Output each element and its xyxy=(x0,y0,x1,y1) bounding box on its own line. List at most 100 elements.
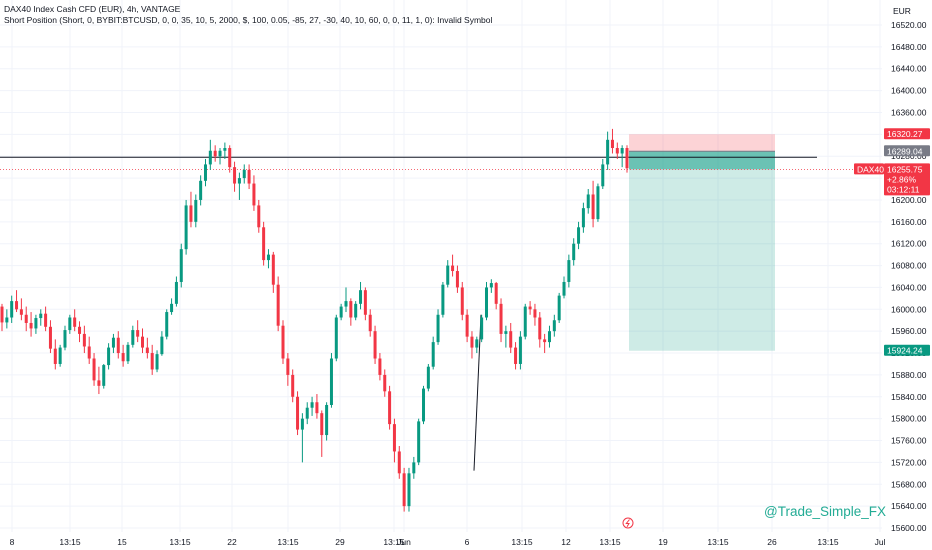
time-tick-label: 13:15 xyxy=(59,537,81,547)
candle-body xyxy=(320,413,324,436)
candle-body xyxy=(533,309,537,318)
candle-body xyxy=(257,205,261,228)
symbol-badge-text: DAX40 xyxy=(857,164,884,174)
time-tick-label: Jun xyxy=(397,537,411,547)
chart-legend: DAX40 Index Cash CFD (EUR), 4h, VANTAGE … xyxy=(4,4,492,26)
target-price-badge: 15924.24 xyxy=(884,344,930,356)
candle-body xyxy=(213,150,217,157)
candle-body xyxy=(242,169,246,179)
candle-body xyxy=(44,313,48,327)
candle-body xyxy=(165,312,169,337)
candle-body xyxy=(179,249,183,282)
candle-body xyxy=(465,314,469,337)
last-price-badge-bg xyxy=(884,163,930,196)
time-tick-label: 13:15 xyxy=(277,537,299,547)
price-tick-label: 16160.00 xyxy=(891,217,927,227)
candle-body xyxy=(417,421,421,463)
target-zone xyxy=(629,151,775,351)
candle-body xyxy=(591,194,595,220)
entry-price-badge: 16289.04 xyxy=(884,145,930,157)
study-label[interactable]: Short Position (Short, 0, BYBIT:BTCUSD, … xyxy=(4,15,493,25)
candle-body xyxy=(354,303,358,318)
price-tick-label: 16120.00 xyxy=(891,239,927,249)
gap-line xyxy=(473,314,482,471)
price-tick-label: 16520.00 xyxy=(891,20,927,30)
candle-body xyxy=(5,317,9,323)
candle-body xyxy=(557,295,561,321)
short-position-tool[interactable] xyxy=(629,134,775,351)
candle-body xyxy=(610,139,614,149)
candle-body xyxy=(19,309,23,315)
last-price-badge: 16255.75+2.86%03:12:11 xyxy=(884,163,930,196)
candle-body xyxy=(87,346,91,359)
candle-body xyxy=(412,462,416,474)
candle-body xyxy=(189,205,193,222)
candle-body xyxy=(102,365,106,386)
candle-body xyxy=(543,339,547,343)
candle-body xyxy=(228,148,232,168)
candle-body xyxy=(402,473,406,507)
dividend-icon[interactable] xyxy=(622,517,634,529)
candle-body xyxy=(620,148,624,154)
candle-body xyxy=(315,402,319,414)
candle-body xyxy=(97,380,101,386)
candle-body xyxy=(538,317,542,340)
time-tick-label: 13:15 xyxy=(599,537,621,547)
price-badges: 16320.27 16289.04 15924.24 DAX40 16255.75+2.… xyxy=(854,128,930,356)
time-tick-label: 15 xyxy=(117,537,127,547)
entry-price-badge-bg xyxy=(884,145,930,157)
symbol-title[interactable]: DAX40 Index Cash CFD (EUR), 4h, VANTAGE xyxy=(4,4,181,14)
candle-body xyxy=(53,348,57,364)
time-tick-label: 29 xyxy=(335,537,345,547)
candle-body xyxy=(310,402,314,408)
candle-body xyxy=(334,317,338,359)
candle-body xyxy=(203,164,207,181)
candle-body xyxy=(581,208,585,228)
candle-body xyxy=(344,301,348,307)
candle-body xyxy=(368,314,372,332)
price-tick-label: 16000.00 xyxy=(891,304,927,314)
price-tick-label: 16400.00 xyxy=(891,86,927,96)
candle-body xyxy=(572,243,576,261)
time-tick-label: 12 xyxy=(561,537,571,547)
candle-body xyxy=(58,347,62,364)
horizontal-line[interactable] xyxy=(0,156,882,471)
symbol-badge-bg xyxy=(854,163,884,175)
candle-body xyxy=(475,339,479,348)
price-axis[interactable]: EUR 16520.00 16480.00 16440.00 16400.00 16360… xyxy=(891,6,927,533)
time-tick-label: 13:15 xyxy=(817,537,839,547)
candle-body xyxy=(426,366,430,389)
price-tick-label: 16360.00 xyxy=(891,107,927,117)
time-tick-label: 26 xyxy=(767,537,777,547)
candle-body xyxy=(528,306,532,310)
target-price-badge-text: 15924.24 xyxy=(887,346,923,356)
candle-body xyxy=(296,396,300,430)
candle-body xyxy=(291,374,295,397)
price-tick-label: 15800.00 xyxy=(891,414,927,424)
candle-body xyxy=(15,301,19,310)
candle-body xyxy=(208,150,212,165)
grid xyxy=(0,0,882,532)
candle-body xyxy=(237,178,241,184)
candle-body xyxy=(577,227,581,244)
currency-label: EUR xyxy=(893,6,911,16)
price-tick-label: 16440.00 xyxy=(891,64,927,74)
candle-body xyxy=(441,284,445,315)
candle-body xyxy=(266,254,270,261)
candle-body xyxy=(262,227,266,261)
candle-body xyxy=(68,317,72,331)
candle-body xyxy=(363,290,367,315)
candle-body xyxy=(126,344,130,362)
price-tick-label: 15960.00 xyxy=(891,326,927,336)
candle-body xyxy=(431,342,435,367)
candle-body xyxy=(281,325,285,359)
candle-body xyxy=(446,265,450,285)
candle-body xyxy=(359,290,363,304)
last-price-badge-text: +2.86% xyxy=(887,174,917,184)
profit-zone xyxy=(629,151,775,170)
price-tick-label: 16480.00 xyxy=(891,42,927,52)
candle-body xyxy=(601,164,605,187)
candle-body xyxy=(271,254,275,285)
